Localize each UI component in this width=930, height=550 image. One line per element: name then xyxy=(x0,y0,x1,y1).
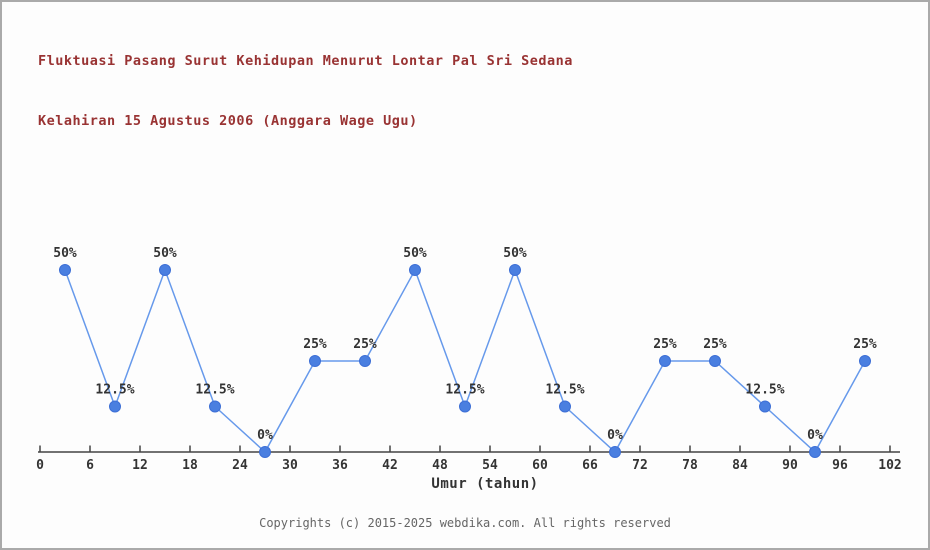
x-axis-tick-label: 42 xyxy=(382,458,398,473)
data-point-marker xyxy=(308,355,321,367)
data-point-label: 50% xyxy=(153,246,177,261)
data-point-marker xyxy=(108,400,121,413)
data-point-marker xyxy=(258,446,271,458)
data-point-marker xyxy=(558,400,571,413)
x-axis-tick-label: 78 xyxy=(682,458,698,473)
data-point-marker xyxy=(208,400,221,413)
x-axis-tick-label: 72 xyxy=(632,458,648,473)
data-point-label: 0% xyxy=(807,428,823,443)
x-axis-tick-label: 6 xyxy=(86,458,94,473)
data-point-label: 0% xyxy=(607,428,623,443)
chart-title-line1: Fluktuasi Pasang Surut Kehidupan Menurut… xyxy=(38,53,573,69)
data-point-label: 12.5% xyxy=(195,383,234,398)
data-point-marker xyxy=(358,355,371,367)
x-axis-tick-label: 96 xyxy=(832,458,848,473)
data-point-marker xyxy=(408,264,421,276)
x-axis-tick-label: 0 xyxy=(36,458,44,473)
data-point-label: 50% xyxy=(503,246,527,261)
data-point-label: 50% xyxy=(403,246,427,261)
data-point-label: 12.5% xyxy=(445,383,484,398)
chart-title: Fluktuasi Pasang Surut Kehidupan Menurut… xyxy=(38,11,573,171)
data-point-marker xyxy=(758,400,771,413)
data-point-label: 12.5% xyxy=(745,383,784,398)
data-point-marker xyxy=(58,264,71,276)
data-point-label: 12.5% xyxy=(545,383,584,398)
x-axis-tick-label: 84 xyxy=(732,458,748,473)
data-point-label: 25% xyxy=(303,337,327,352)
line-chart: 0 6 12 18 24 30 36 42 48 54 60 66 72 78 84 90 96 102 50% 12… xyxy=(36,246,902,473)
data-point-marker xyxy=(608,446,621,458)
data-point-marker xyxy=(158,264,171,276)
data-point-marker xyxy=(858,355,871,367)
data-point-label: 25% xyxy=(703,337,727,352)
data-point-label: 0% xyxy=(257,428,273,443)
x-axis-tick-label: 102 xyxy=(878,458,901,473)
x-axis-tick-label: 12 xyxy=(132,458,148,473)
data-point-label: 12.5% xyxy=(95,383,134,398)
x-axis-tick-label: 36 xyxy=(332,458,348,473)
x-axis-tick-label: 24 xyxy=(232,458,248,473)
data-point-marker xyxy=(708,355,721,367)
x-axis-tick-label: 18 xyxy=(182,458,198,473)
x-axis-tick-label: 30 xyxy=(282,458,298,473)
x-axis-tick-label: 60 xyxy=(532,458,548,473)
x-axis-tick-label: 48 xyxy=(432,458,448,473)
chart-line xyxy=(64,267,866,454)
data-point-marker xyxy=(458,400,471,413)
chart-title-line2: Kelahiran 15 Agustus 2006 (Anggara Wage … xyxy=(38,113,418,129)
data-point-marker xyxy=(508,264,521,276)
data-point-label: 25% xyxy=(853,337,877,352)
x-axis-tick-label: 54 xyxy=(482,458,498,473)
x-axis-tick-label: 66 xyxy=(582,458,598,473)
data-point-marker xyxy=(658,355,671,367)
x-axis-tick-label: 90 xyxy=(782,458,798,473)
data-point-marker xyxy=(808,446,821,458)
data-point-label: 25% xyxy=(353,337,377,352)
copyright-footer: Copyrights (c) 2015-2025 webdika.com. Al… xyxy=(259,516,671,530)
data-point-label: 25% xyxy=(653,337,677,352)
x-axis-label: Umur (tahun) xyxy=(431,476,539,492)
data-point-label: 50% xyxy=(53,246,77,261)
